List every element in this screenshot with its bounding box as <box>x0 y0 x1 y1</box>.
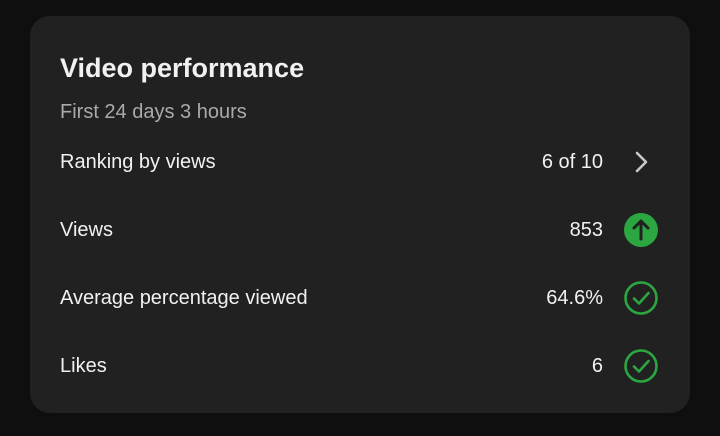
row-value: 6 <box>591 355 603 377</box>
video-performance-card: Video performance First 24 days 3 hours … <box>30 16 690 413</box>
row-label[interactable]: Ranking by views <box>60 151 216 173</box>
up-arrow-icon <box>624 213 658 247</box>
check-icon <box>624 281 658 315</box>
check-icon <box>624 349 658 383</box>
chevron-icon[interactable] <box>623 144 659 180</box>
card-subtitle: First 24 days 3 hours <box>60 101 247 123</box>
row-label: Average percentage viewed <box>60 287 308 309</box>
row-label: Views <box>60 219 113 241</box>
row-value: 853 <box>569 219 603 241</box>
row-value: 64.6% <box>546 287 603 309</box>
card-title: Video performance <box>60 53 305 83</box>
row-label: Likes <box>60 355 107 377</box>
row-value[interactable]: 6 of 10 <box>541 151 603 173</box>
